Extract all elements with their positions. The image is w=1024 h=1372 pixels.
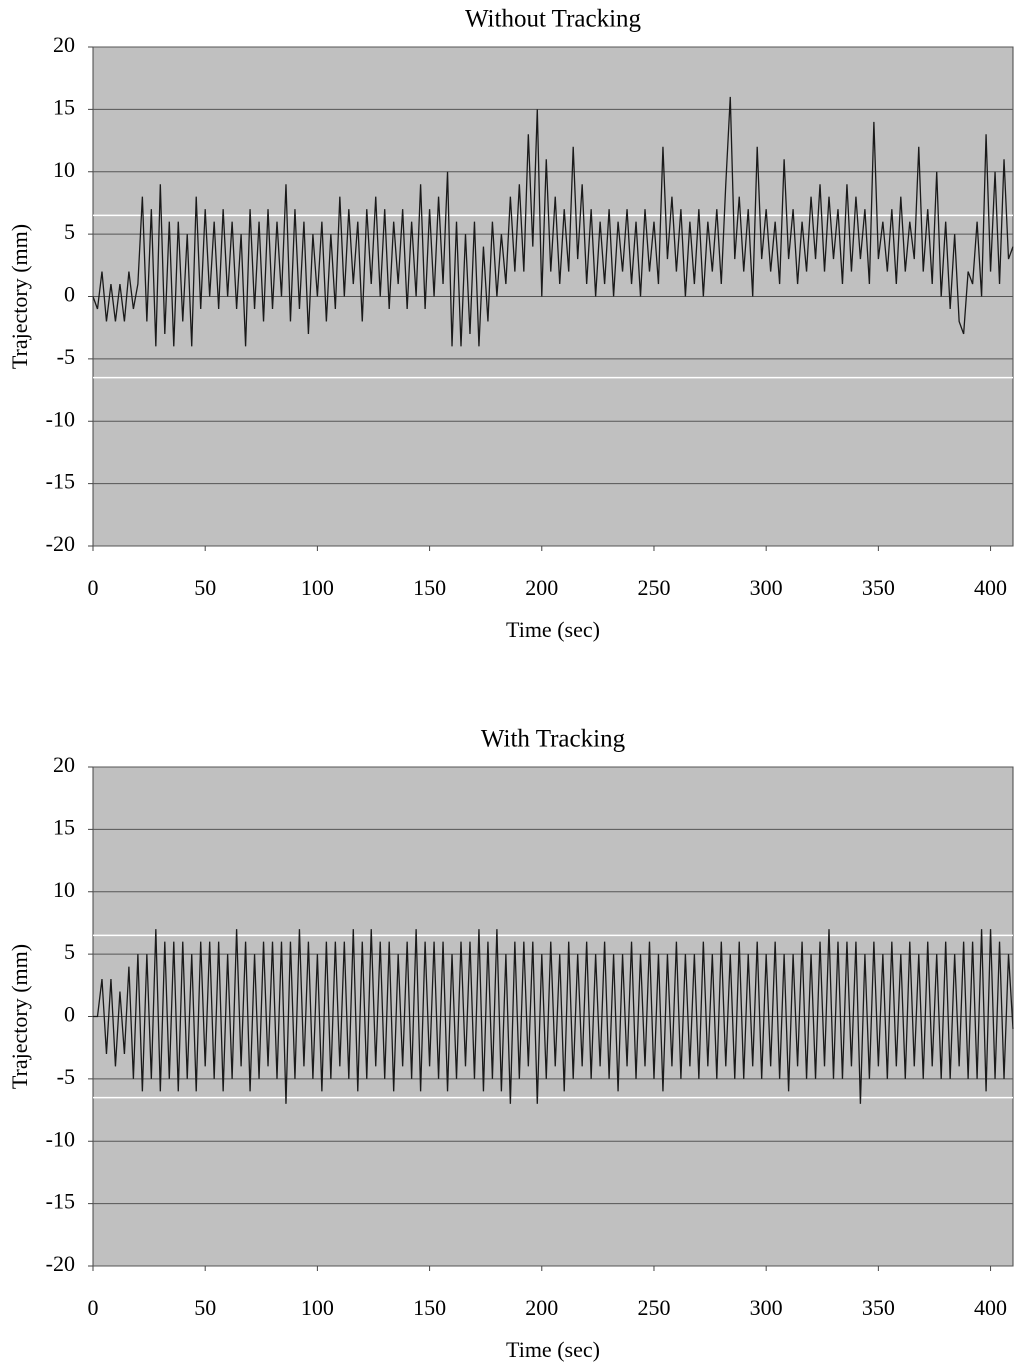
- x-axis-label: Time (sec): [506, 1337, 600, 1362]
- y-tick-label: -15: [46, 469, 75, 494]
- y-tick-label: 0: [64, 282, 75, 307]
- y-tick-label: 15: [53, 94, 75, 119]
- y-tick-label: 15: [53, 814, 75, 839]
- x-tick-label: 400: [974, 1295, 1007, 1320]
- y-tick-label: 10: [53, 877, 75, 902]
- x-tick-label: 300: [750, 1295, 783, 1320]
- y-tick-label: -10: [46, 406, 75, 431]
- chart-title: Without Tracking: [465, 6, 642, 33]
- y-tick-label: -15: [46, 1189, 75, 1214]
- y-tick-label: -10: [46, 1126, 75, 1151]
- x-tick-label: 200: [525, 575, 558, 600]
- x-tick-label: 250: [637, 1295, 670, 1320]
- x-tick-label: 0: [88, 575, 99, 600]
- y-tick-label: -5: [57, 1064, 75, 1089]
- x-tick-label: 0: [88, 1295, 99, 1320]
- x-tick-label: 200: [525, 1295, 558, 1320]
- y-tick-label: 5: [64, 939, 75, 964]
- x-tick-label: 100: [301, 1295, 334, 1320]
- y-tick-label: -20: [46, 531, 75, 556]
- y-tick-label: 20: [53, 752, 75, 777]
- x-tick-label: 100: [301, 575, 334, 600]
- x-tick-label: 400: [974, 575, 1007, 600]
- x-tick-label: 350: [862, 1295, 895, 1320]
- chart-title: With Tracking: [481, 726, 626, 753]
- y-axis-label: Trajectory (mm): [7, 944, 32, 1089]
- y-tick-label: -5: [57, 344, 75, 369]
- data-line: [92, 96, 1014, 347]
- x-tick-label: 150: [413, 1295, 446, 1320]
- x-tick-label: 50: [194, 575, 216, 600]
- x-tick-label: 350: [862, 575, 895, 600]
- y-tick-label: 20: [53, 32, 75, 57]
- x-tick-label: 250: [637, 575, 670, 600]
- x-tick-label: 300: [750, 575, 783, 600]
- y-axis-label: Trajectory (mm): [7, 224, 32, 369]
- data-line: [93, 929, 1014, 1104]
- x-axis-label: Time (sec): [506, 617, 600, 642]
- y-tick-label: 0: [64, 1002, 75, 1027]
- x-tick-label: 150: [413, 575, 446, 600]
- y-tick-label: -20: [46, 1251, 75, 1276]
- y-tick-label: 10: [53, 157, 75, 182]
- y-tick-label: 5: [64, 219, 75, 244]
- x-tick-label: 50: [194, 1295, 216, 1320]
